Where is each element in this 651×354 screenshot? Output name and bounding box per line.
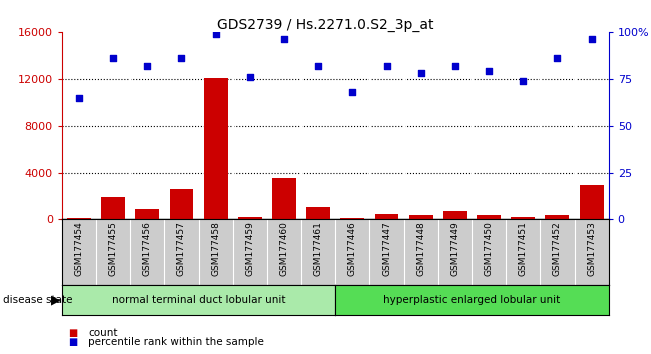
Point — [210, 31, 221, 36]
Text: GSM177458: GSM177458 — [211, 222, 220, 276]
Text: GSM177457: GSM177457 — [177, 222, 186, 276]
Text: GSM177454: GSM177454 — [74, 222, 83, 276]
Text: GSM177452: GSM177452 — [553, 222, 562, 276]
Point — [450, 63, 460, 68]
Bar — [67, 218, 91, 219]
Point — [415, 70, 426, 76]
Text: normal terminal duct lobular unit: normal terminal duct lobular unit — [112, 295, 285, 305]
Text: hyperplastic enlarged lobular unit: hyperplastic enlarged lobular unit — [383, 295, 561, 305]
Bar — [306, 207, 330, 219]
Text: ■: ■ — [68, 328, 77, 338]
Point — [552, 55, 562, 61]
Text: GSM177456: GSM177456 — [143, 222, 152, 276]
Text: GSM177449: GSM177449 — [450, 222, 460, 276]
Point — [142, 63, 152, 68]
Point — [245, 74, 255, 80]
Text: GSM177455: GSM177455 — [109, 222, 118, 276]
Text: GSM177446: GSM177446 — [348, 222, 357, 276]
Text: GSM177461: GSM177461 — [314, 222, 323, 276]
Text: ▶: ▶ — [51, 293, 61, 307]
Bar — [409, 215, 433, 219]
Point — [381, 63, 392, 68]
Text: GSM177448: GSM177448 — [416, 222, 425, 276]
Point — [279, 36, 289, 42]
Text: ■: ■ — [68, 337, 77, 347]
Point — [484, 68, 494, 74]
Text: GDS2739 / Hs.2271.0.S2_3p_at: GDS2739 / Hs.2271.0.S2_3p_at — [217, 18, 434, 32]
Bar — [443, 211, 467, 219]
Point — [587, 36, 597, 42]
Bar — [272, 178, 296, 219]
Bar — [340, 218, 365, 219]
Text: GSM177451: GSM177451 — [519, 222, 528, 276]
Point — [108, 55, 118, 61]
Text: disease state: disease state — [3, 295, 73, 305]
Bar — [135, 209, 159, 219]
Bar — [546, 215, 570, 219]
Text: GSM177450: GSM177450 — [484, 222, 493, 276]
Bar — [511, 217, 535, 219]
Bar — [579, 185, 603, 219]
Point — [347, 89, 357, 95]
Text: percentile rank within the sample: percentile rank within the sample — [88, 337, 264, 347]
Bar — [101, 197, 125, 219]
Text: GSM177460: GSM177460 — [279, 222, 288, 276]
Bar — [477, 215, 501, 219]
Bar — [238, 217, 262, 219]
Bar — [169, 189, 193, 219]
Text: GSM177447: GSM177447 — [382, 222, 391, 276]
Text: count: count — [88, 328, 117, 338]
Bar — [374, 213, 398, 219]
Text: GSM177453: GSM177453 — [587, 222, 596, 276]
Bar — [204, 78, 228, 219]
Text: GSM177459: GSM177459 — [245, 222, 255, 276]
Point — [74, 95, 84, 101]
Point — [518, 78, 529, 84]
Point — [176, 55, 187, 61]
Point — [313, 63, 324, 68]
